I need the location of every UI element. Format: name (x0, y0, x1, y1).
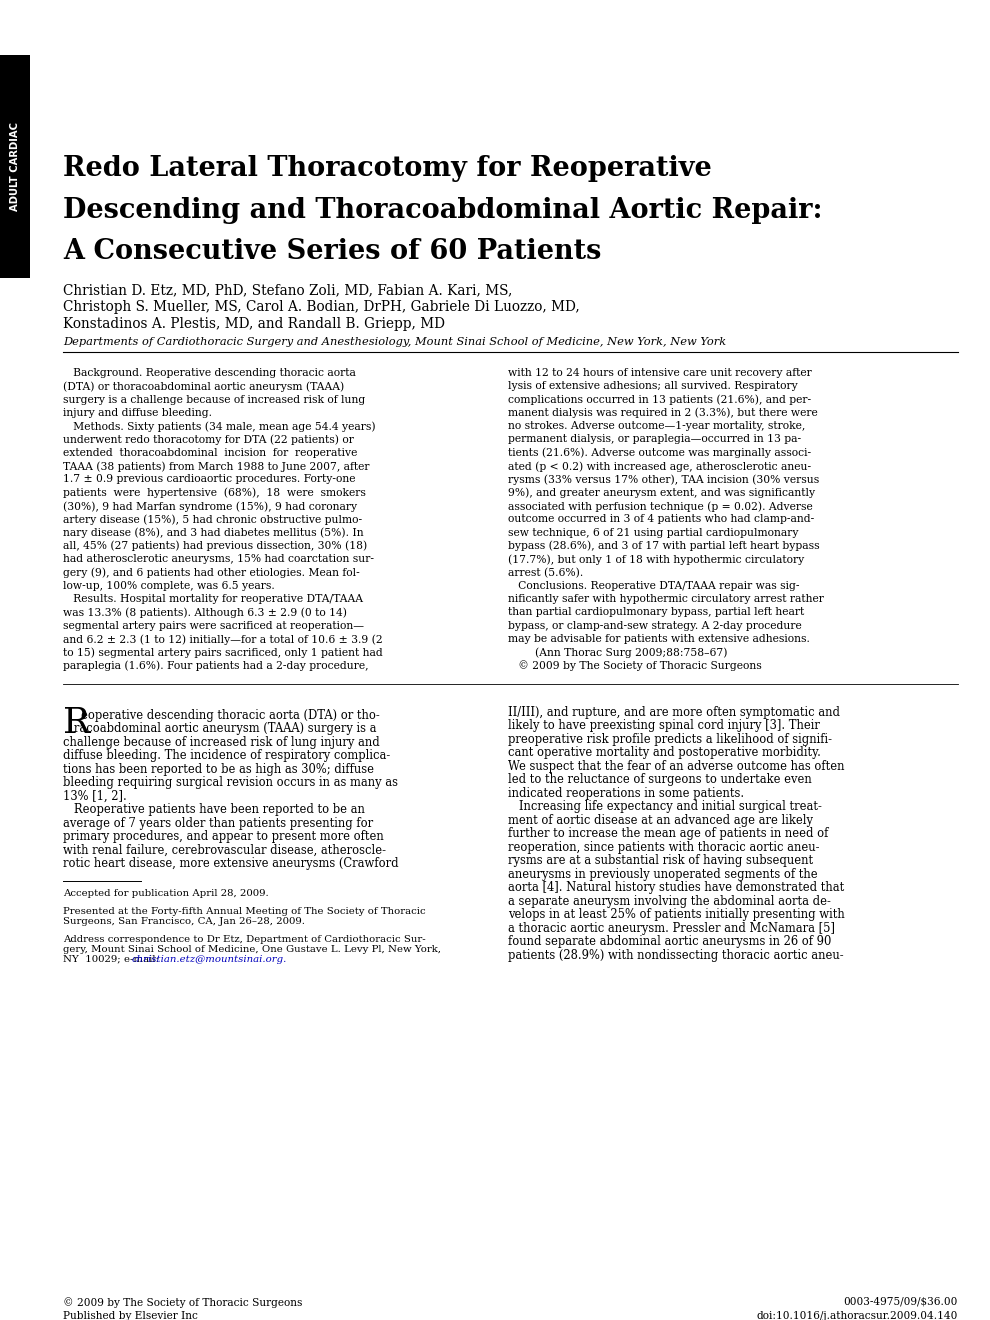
Text: no strokes. Adverse outcome—1-year mortality, stroke,: no strokes. Adverse outcome—1-year morta… (508, 421, 805, 432)
Text: Christoph S. Mueller, MS, Carol A. Bodian, DrPH, Gabriele Di Luozzo, MD,: Christoph S. Mueller, MS, Carol A. Bodia… (63, 300, 580, 314)
Text: tions has been reported to be as high as 30%; diffuse: tions has been reported to be as high as… (63, 763, 374, 776)
Text: patients (28.9%) with nondissecting thoracic aortic aneu-: patients (28.9%) with nondissecting thor… (508, 949, 843, 962)
Text: ated (p < 0.2) with increased age, atherosclerotic aneu-: ated (p < 0.2) with increased age, ather… (508, 461, 811, 471)
Text: preoperative risk profile predicts a likelihood of signifi-: preoperative risk profile predicts a lik… (508, 733, 832, 746)
Text: patients  were  hypertensive  (68%),  18  were  smokers: patients were hypertensive (68%), 18 wer… (63, 487, 366, 498)
Text: rotic heart disease, more extensive aneurysms (Crawford: rotic heart disease, more extensive aneu… (63, 858, 399, 870)
Text: Published by Elsevier Inc: Published by Elsevier Inc (63, 1311, 198, 1320)
Text: 13% [1, 2].: 13% [1, 2]. (63, 789, 127, 803)
Text: surgery is a challenge because of increased risk of lung: surgery is a challenge because of increa… (63, 395, 365, 405)
Text: 1.7 ± 0.9 previous cardioaortic procedures. Forty-one: 1.7 ± 0.9 previous cardioaortic procedur… (63, 474, 355, 484)
Text: (17.7%), but only 1 of 18 with hypothermic circulatory: (17.7%), but only 1 of 18 with hypotherm… (508, 554, 804, 565)
Text: Surgeons, San Francisco, CA, Jan 26–28, 2009.: Surgeons, San Francisco, CA, Jan 26–28, … (63, 917, 305, 925)
Text: bypass (28.6%), and 3 of 17 with partial left heart bypass: bypass (28.6%), and 3 of 17 with partial… (508, 541, 820, 552)
Text: low-up, 100% complete, was 6.5 years.: low-up, 100% complete, was 6.5 years. (63, 581, 275, 591)
Text: doi:10.1016/j.athoracsur.2009.04.140: doi:10.1016/j.athoracsur.2009.04.140 (756, 1311, 958, 1320)
Text: ment of aortic disease at an advanced age are likely: ment of aortic disease at an advanced ag… (508, 814, 813, 826)
Text: nificantly safer with hypothermic circulatory arrest rather: nificantly safer with hypothermic circul… (508, 594, 824, 605)
Text: (Ann Thorac Surg 2009;88:758–67): (Ann Thorac Surg 2009;88:758–67) (508, 647, 728, 657)
Text: extended  thoracoabdominal  incision  for  reoperative: extended thoracoabdominal incision for r… (63, 447, 357, 458)
Text: than partial cardiopulmonary bypass, partial left heart: than partial cardiopulmonary bypass, par… (508, 607, 804, 618)
Text: (DTA) or thoracoabdominal aortic aneurysm (TAAA): (DTA) or thoracoabdominal aortic aneurys… (63, 381, 345, 392)
Text: We suspect that the fear of an adverse outcome has often: We suspect that the fear of an adverse o… (508, 760, 844, 774)
Text: average of 7 years older than patients presenting for: average of 7 years older than patients p… (63, 817, 373, 830)
Text: © 2009 by The Society of Thoracic Surgeons: © 2009 by The Society of Thoracic Surgeo… (63, 1298, 302, 1308)
Text: Redo Lateral Thoracotomy for Reoperative: Redo Lateral Thoracotomy for Reoperative (63, 154, 712, 182)
Text: underwent redo thoracotomy for DTA (22 patients) or: underwent redo thoracotomy for DTA (22 p… (63, 434, 353, 445)
Text: Address correspondence to Dr Etz, Department of Cardiothoracic Sur-: Address correspondence to Dr Etz, Depart… (63, 935, 426, 944)
Text: bypass, or clamp-and-sew strategy. A 2-day procedure: bypass, or clamp-and-sew strategy. A 2-d… (508, 620, 802, 631)
Text: Background. Reoperative descending thoracic aorta: Background. Reoperative descending thora… (63, 368, 355, 378)
Text: outcome occurred in 3 of 4 patients who had clamp-and-: outcome occurred in 3 of 4 patients who … (508, 515, 814, 524)
Text: with renal failure, cerebrovascular disease, atheroscle-: with renal failure, cerebrovascular dise… (63, 843, 386, 857)
Text: Accepted for publication April 28, 2009.: Accepted for publication April 28, 2009. (63, 888, 268, 898)
Text: nary disease (8%), and 3 had diabetes mellitus (5%). In: nary disease (8%), and 3 had diabetes me… (63, 528, 363, 539)
Text: led to the reluctance of surgeons to undertake even: led to the reluctance of surgeons to und… (508, 774, 812, 787)
Text: 0003-4975/09/$36.00: 0003-4975/09/$36.00 (843, 1298, 958, 1307)
Text: with 12 to 24 hours of intensive care unit recovery after: with 12 to 24 hours of intensive care un… (508, 368, 812, 378)
Text: © 2009 by The Society of Thoracic Surgeons: © 2009 by The Society of Thoracic Surgeo… (508, 660, 761, 672)
Text: challenge because of increased risk of lung injury and: challenge because of increased risk of l… (63, 735, 380, 748)
Text: found separate abdominal aortic aneurysms in 26 of 90: found separate abdominal aortic aneurysm… (508, 936, 832, 948)
Text: to 15) segmental artery pairs sacrificed, only 1 patient had: to 15) segmental artery pairs sacrificed… (63, 647, 383, 657)
Text: aneurysms in previously unoperated segments of the: aneurysms in previously unoperated segme… (508, 867, 818, 880)
Text: complications occurred in 13 patients (21.6%), and per-: complications occurred in 13 patients (2… (508, 395, 811, 405)
Text: Reoperative patients have been reported to be an: Reoperative patients have been reported … (63, 804, 365, 816)
Text: (30%), 9 had Marfan syndrome (15%), 9 had coronary: (30%), 9 had Marfan syndrome (15%), 9 ha… (63, 502, 357, 512)
Text: ADULT CARDIAC: ADULT CARDIAC (10, 121, 20, 211)
Text: all, 45% (27 patients) had previous dissection, 30% (18): all, 45% (27 patients) had previous diss… (63, 541, 367, 552)
Text: cant operative mortality and postoperative morbidity.: cant operative mortality and postoperati… (508, 746, 821, 759)
Text: Results. Hospital mortality for reoperative DTA/TAAA: Results. Hospital mortality for reoperat… (63, 594, 363, 605)
Text: Christian D. Etz, MD, PhD, Stefano Zoli, MD, Fabian A. Kari, MS,: Christian D. Etz, MD, PhD, Stefano Zoli,… (63, 282, 513, 297)
Text: christian.etz@mountsinai.org.: christian.etz@mountsinai.org. (132, 954, 287, 964)
Text: racoabdominal aortic aneurysm (TAAA) surgery is a: racoabdominal aortic aneurysm (TAAA) sur… (63, 722, 376, 735)
Text: Presented at the Forty-fifth Annual Meeting of The Society of Thoracic: Presented at the Forty-fifth Annual Meet… (63, 907, 426, 916)
Text: may be advisable for patients with extensive adhesions.: may be advisable for patients with exten… (508, 634, 810, 644)
Text: artery disease (15%), 5 had chronic obstructive pulmo-: artery disease (15%), 5 had chronic obst… (63, 515, 362, 525)
Text: bleeding requiring surgical revision occurs in as many as: bleeding requiring surgical revision occ… (63, 776, 398, 789)
Text: Conclusions. Reoperative DTA/TAAA repair was sig-: Conclusions. Reoperative DTA/TAAA repair… (508, 581, 800, 591)
Text: R: R (63, 706, 90, 741)
Text: A Consecutive Series of 60 Patients: A Consecutive Series of 60 Patients (63, 238, 601, 265)
Text: sew technique, 6 of 21 using partial cardiopulmonary: sew technique, 6 of 21 using partial car… (508, 528, 799, 537)
Text: further to increase the mean age of patients in need of: further to increase the mean age of pati… (508, 828, 829, 841)
Text: a separate aneurysm involving the abdominal aorta de-: a separate aneurysm involving the abdomi… (508, 895, 831, 908)
Text: segmental artery pairs were sacrificed at reoperation—: segmental artery pairs were sacrificed a… (63, 620, 364, 631)
Text: 9%), and greater aneurysm extent, and was significantly: 9%), and greater aneurysm extent, and wa… (508, 487, 815, 498)
Bar (0, 55, 30, 279)
Text: permanent dialysis, or paraplegia—occurred in 13 pa-: permanent dialysis, or paraplegia—occurr… (508, 434, 801, 445)
Text: TAAA (38 patients) from March 1988 to June 2007, after: TAAA (38 patients) from March 1988 to Ju… (63, 461, 369, 471)
Text: arrest (5.6%).: arrest (5.6%). (508, 568, 583, 578)
Text: Increasing life expectancy and initial surgical treat-: Increasing life expectancy and initial s… (508, 800, 822, 813)
Text: diffuse bleeding. The incidence of respiratory complica-: diffuse bleeding. The incidence of respi… (63, 750, 390, 763)
Text: lysis of extensive adhesions; all survived. Respiratory: lysis of extensive adhesions; all surviv… (508, 381, 798, 391)
Text: Descending and Thoracoabdominal Aortic Repair:: Descending and Thoracoabdominal Aortic R… (63, 197, 823, 224)
Text: primary procedures, and appear to present more often: primary procedures, and appear to presen… (63, 830, 384, 843)
Text: rysms (33% versus 17% other), TAA incision (30% versus: rysms (33% versus 17% other), TAA incisi… (508, 474, 820, 484)
Text: velops in at least 25% of patients initially presenting with: velops in at least 25% of patients initi… (508, 908, 844, 921)
Text: paraplegia (1.6%). Four patients had a 2-day procedure,: paraplegia (1.6%). Four patients had a 2… (63, 660, 368, 671)
Text: II/III), and rupture, and are more often symptomatic and: II/III), and rupture, and are more often… (508, 706, 840, 719)
Text: a thoracic aortic aneurysm. Pressler and McNamara [5]: a thoracic aortic aneurysm. Pressler and… (508, 921, 835, 935)
Text: manent dialysis was required in 2 (3.3%), but there were: manent dialysis was required in 2 (3.3%)… (508, 408, 818, 418)
Text: NY  10029; e-mail:: NY 10029; e-mail: (63, 954, 162, 964)
Text: gery (9), and 6 patients had other etiologies. Mean fol-: gery (9), and 6 patients had other etiol… (63, 568, 359, 578)
Text: associated with perfusion technique (p = 0.02). Adverse: associated with perfusion technique (p =… (508, 502, 813, 512)
Text: had atherosclerotic aneurysms, 15% had coarctation sur-: had atherosclerotic aneurysms, 15% had c… (63, 554, 374, 564)
Text: gery, Mount Sinai School of Medicine, One Gustave L. Levy Pl, New York,: gery, Mount Sinai School of Medicine, On… (63, 945, 441, 954)
Text: rysms are at a substantial risk of having subsequent: rysms are at a substantial risk of havin… (508, 854, 813, 867)
Text: eoperative descending thoracic aorta (DTA) or tho-: eoperative descending thoracic aorta (DT… (81, 709, 380, 722)
Text: reoperation, since patients with thoracic aortic aneu-: reoperation, since patients with thoraci… (508, 841, 820, 854)
Text: indicated reoperations in some patients.: indicated reoperations in some patients. (508, 787, 744, 800)
Text: Konstadinos A. Plestis, MD, and Randall B. Griepp, MD: Konstadinos A. Plestis, MD, and Randall … (63, 317, 445, 331)
Text: tients (21.6%). Adverse outcome was marginally associ-: tients (21.6%). Adverse outcome was marg… (508, 447, 811, 458)
Text: injury and diffuse bleeding.: injury and diffuse bleeding. (63, 408, 212, 418)
Text: likely to have preexisting spinal cord injury [3]. Their: likely to have preexisting spinal cord i… (508, 719, 820, 733)
Text: was 13.3% (8 patients). Although 6.3 ± 2.9 (0 to 14): was 13.3% (8 patients). Although 6.3 ± 2… (63, 607, 347, 618)
Text: Departments of Cardiothoracic Surgery and Anesthesiology, Mount Sinai School of : Departments of Cardiothoracic Surgery an… (63, 337, 726, 347)
Text: aorta [4]. Natural history studies have demonstrated that: aorta [4]. Natural history studies have … (508, 882, 844, 895)
Text: and 6.2 ± 2.3 (1 to 12) initially—for a total of 10.6 ± 3.9 (2: and 6.2 ± 2.3 (1 to 12) initially—for a … (63, 634, 382, 644)
Text: Methods. Sixty patients (34 male, mean age 54.4 years): Methods. Sixty patients (34 male, mean a… (63, 421, 375, 432)
